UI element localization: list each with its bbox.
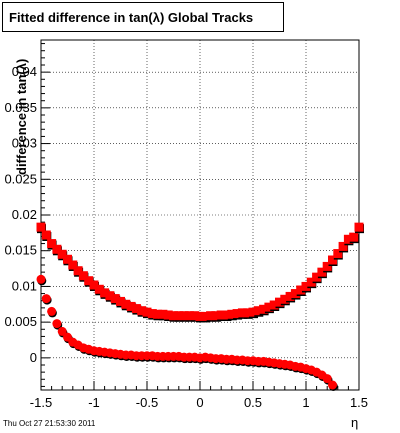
series-circle <box>36 274 338 391</box>
data-point <box>174 311 184 321</box>
data-point <box>137 306 147 316</box>
data-point <box>179 311 189 321</box>
data-point <box>190 311 200 321</box>
y-axis-label: difference in tan(λ) <box>14 58 29 175</box>
data-point <box>253 306 263 316</box>
y-tick-label: 0 <box>30 350 37 365</box>
data-point <box>89 280 99 290</box>
data-point <box>184 311 194 321</box>
data-point <box>163 310 173 320</box>
data-point <box>41 294 51 304</box>
data-point <box>200 311 210 321</box>
x-tick-label: 0 <box>196 395 203 410</box>
data-point <box>237 308 247 318</box>
data-point <box>57 249 67 259</box>
y-tick-label: 0.005 <box>4 314 37 329</box>
data-point <box>275 297 284 307</box>
data-point <box>232 309 242 319</box>
data-point <box>94 284 104 294</box>
series-square <box>36 222 364 323</box>
data-point <box>153 309 163 319</box>
x-tick-label: 1 <box>302 395 309 410</box>
x-tick-label: 1.5 <box>350 395 368 410</box>
data-point <box>121 299 131 309</box>
x-tick-label: -0.5 <box>136 395 158 410</box>
chart-title: Fitted difference in tan(λ) Global Track… <box>9 10 254 25</box>
data-point <box>47 239 57 249</box>
y-tick-label: 0.04 <box>12 64 37 79</box>
data-point <box>343 234 353 244</box>
chart-title-box: Fitted difference in tan(λ) Global Track… <box>2 2 284 32</box>
data-point <box>57 326 67 336</box>
y-tick-label: 0.01 <box>12 278 37 293</box>
data-point <box>105 291 115 301</box>
data-point <box>68 260 78 270</box>
data-point <box>73 266 83 276</box>
axis-ticks <box>40 43 360 390</box>
data-series <box>36 222 364 391</box>
y-tick-label: 0.025 <box>4 171 37 186</box>
data-point <box>36 274 46 284</box>
data-point <box>333 249 343 259</box>
data-point <box>354 222 364 232</box>
data-point <box>206 311 216 321</box>
data-point <box>328 255 337 265</box>
data-point <box>52 244 62 254</box>
timestamp: Thu Oct 27 21:53:30 2011 <box>3 419 96 428</box>
data-point <box>301 281 311 291</box>
data-point <box>338 241 348 251</box>
y-tick-label: 0.035 <box>4 100 37 115</box>
x-tick-label: 0.5 <box>244 395 262 410</box>
data-point <box>211 311 221 321</box>
data-point <box>142 307 152 317</box>
data-point <box>195 311 205 321</box>
data-point <box>47 306 57 316</box>
data-point <box>110 294 120 304</box>
data-point <box>52 319 62 329</box>
data-point <box>222 310 231 320</box>
data-point <box>126 301 136 311</box>
y-tick-label: 0.02 <box>12 207 37 222</box>
data-point <box>116 296 125 306</box>
data-point <box>312 272 322 282</box>
data-point <box>296 285 306 295</box>
data-point <box>158 309 168 319</box>
y-tick-label: 0.03 <box>12 136 37 151</box>
data-point <box>317 267 327 277</box>
data-point <box>100 288 110 298</box>
data-point <box>227 309 237 319</box>
data-point <box>169 311 178 321</box>
x-tick-label: -1 <box>88 395 100 410</box>
x-axis-label: η <box>351 415 359 430</box>
data-point <box>264 302 274 312</box>
data-point <box>41 230 51 240</box>
data-point <box>269 300 279 310</box>
data-point <box>280 294 290 304</box>
data-point <box>349 232 359 242</box>
grid-layer <box>40 40 360 390</box>
data-point <box>36 222 46 232</box>
data-point <box>78 271 88 281</box>
y-tick-label: 0.015 <box>4 243 37 258</box>
data-point <box>259 304 269 314</box>
x-tick-label: -1.5 <box>30 395 52 410</box>
data-point <box>84 276 94 286</box>
data-point <box>322 261 332 271</box>
data-point <box>131 304 141 314</box>
data-point <box>216 310 226 320</box>
data-point <box>328 380 337 390</box>
data-point <box>290 289 300 299</box>
data-point <box>248 307 258 317</box>
data-point <box>243 308 253 318</box>
data-point <box>322 374 332 384</box>
data-point <box>147 309 157 319</box>
tick-labels: -1.5 -1 -0.5 0 0.5 1 1.5 0 0.005 0.01 0.015 0.02 0.0… <box>4 64 368 410</box>
data-point <box>306 277 316 287</box>
data-point <box>285 291 295 301</box>
data-point <box>63 254 72 264</box>
